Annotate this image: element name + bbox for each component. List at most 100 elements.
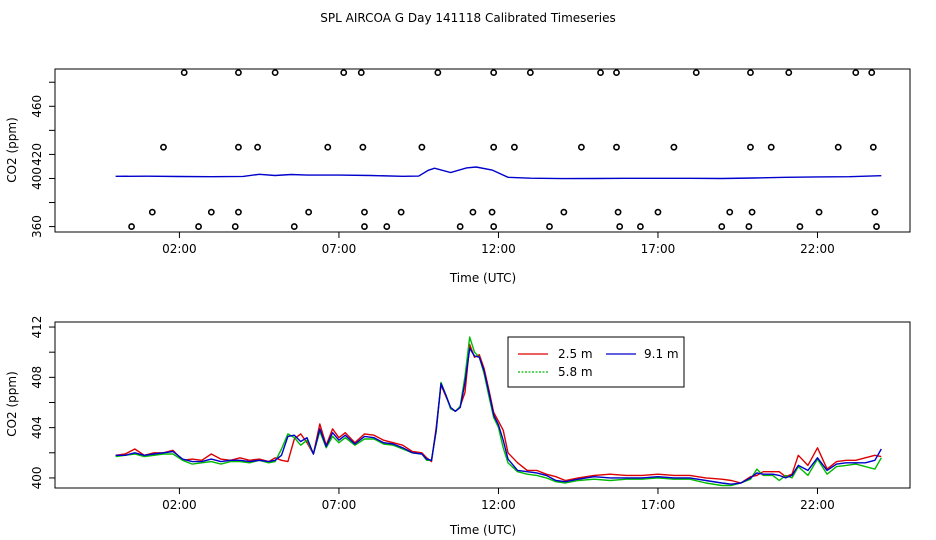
top-x-axis: 02:00 07:00 12:00 17:00 22:00 [162,232,835,256]
top-point [359,143,367,151]
top-point [670,143,678,151]
top-point [871,208,879,216]
bottom-y-tick-label: 400 [30,466,44,489]
top-co2-line [115,166,882,180]
legend-box [507,336,685,388]
top-point [616,223,624,230]
bottom-x-axis-label: Time (UTC) [449,523,516,537]
top-x-tick-label: 22:00 [800,242,835,256]
legend-label-2-5m: 2.5 m [558,347,593,361]
top-point [692,69,700,77]
top-point [195,223,202,230]
bottom-x-tick-label: 12:00 [481,498,516,512]
top-point [128,223,135,230]
top-x-tick-label: 12:00 [481,242,516,256]
top-point [235,143,242,151]
bottom-y-tick-label: 408 [30,366,44,389]
top-point [511,143,518,151]
top-point [271,69,279,77]
legend: 2.5 m 9.1 m 5.8 m [507,336,685,388]
top-plot-frame [54,68,911,233]
top-point [488,208,496,216]
top-point [340,69,348,77]
bottom-x-axis: 02:00 07:00 12:00 17:00 22:00 [162,488,835,512]
top-y-tick-label: 400 [30,167,44,190]
bottom-x-tick-label: 02:00 [162,498,197,512]
top-point [852,69,860,77]
top-point [490,143,498,151]
top-point [160,143,167,151]
top-point [546,223,553,230]
top-point [834,143,842,151]
top-points [128,69,880,230]
bottom-panel: 02:00 07:00 12:00 17:00 22:00 400 404 408 412 T… [5,316,911,537]
top-y-axis-label: CO2 (ppm) [5,117,19,183]
top-point [490,69,498,77]
top-point [231,223,239,230]
top-point [418,143,426,151]
bottom-y-axis: 400 404 408 412 [30,316,55,489]
top-point [613,69,620,77]
series-line-5-8-m [115,336,882,487]
top-point [361,223,368,230]
bottom-x-tick-label: 22:00 [800,498,835,512]
top-point [614,208,622,216]
series-line-2-5-m [115,343,882,484]
top-point [560,208,568,216]
top-x-tick-label: 07:00 [322,242,357,256]
top-point [748,208,756,216]
top-point [745,223,753,230]
top-point [613,143,620,151]
top-y-tick-label: 360 [30,215,44,238]
top-point [597,69,604,77]
top-x-axis-label: Time (UTC) [449,271,516,285]
top-point [235,69,242,77]
top-point [180,69,188,77]
bottom-y-axis-label: CO2 (ppm) [5,371,19,437]
top-point [290,223,298,230]
top-y-tick-label: 460 [30,95,44,118]
bottom-plot-frame [54,321,911,489]
legend-label-9-1m: 9.1 m [644,347,679,361]
bottom-y-tick-label: 412 [30,316,44,339]
top-point [305,208,313,216]
top-point [718,223,726,230]
top-point [815,208,823,216]
top-point [434,69,442,77]
top-point [747,143,754,151]
top-y-tick-label: 420 [30,143,44,166]
top-point [873,223,880,230]
top-point [254,143,261,151]
top-point [456,223,464,230]
top-point [747,69,754,77]
top-point [577,143,585,151]
top-point [383,223,391,230]
top-point [796,223,804,230]
top-point [469,208,477,216]
top-series-line [115,166,882,180]
top-point [868,69,876,77]
bottom-y-tick-label: 404 [30,416,44,439]
top-point [767,143,775,151]
chart-title: SPL AIRCOA G Day 141118 Calibrated Times… [320,11,615,25]
top-point [785,69,793,77]
top-point [207,208,215,216]
top-point [637,223,644,230]
top-x-tick-label: 17:00 [641,242,676,256]
top-point [869,143,877,151]
bottom-series-lines [115,336,882,487]
top-point [235,208,242,216]
top-point [726,208,734,216]
top-point [526,69,534,77]
legend-label-5-8m: 5.8 m [558,365,593,379]
series-line-9-1-m [115,347,882,485]
top-point [357,69,365,77]
top-point [397,208,405,216]
top-x-tick-label: 02:00 [162,242,197,256]
bottom-x-tick-label: 17:00 [641,498,676,512]
top-point [324,143,332,151]
top-point [148,208,156,216]
